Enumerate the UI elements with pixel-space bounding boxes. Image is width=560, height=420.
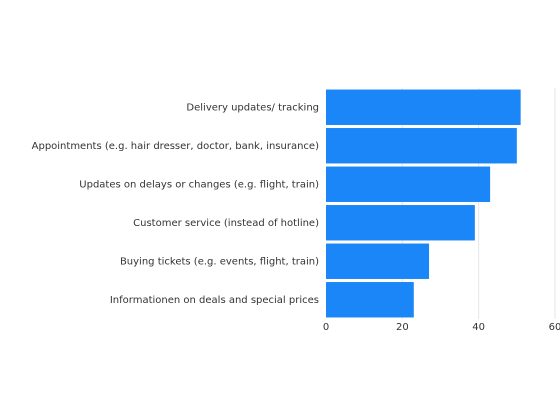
y-tick-label: Updates on delays or changes (e.g. fligh… (79, 179, 319, 190)
bar (326, 166, 491, 202)
bar (326, 282, 414, 318)
y-tick-label: Appointments (e.g. hair dresser, doctor,… (32, 141, 319, 152)
bar (326, 128, 517, 164)
y-tick-label: Delivery updates/ tracking (186, 102, 319, 113)
y-tick-label: Informationen on deals and special price… (110, 295, 319, 306)
x-tick-label: 40 (472, 322, 485, 333)
bar (326, 243, 430, 279)
y-tick-label: Customer service (instead of hotline) (133, 218, 319, 229)
bar (326, 205, 475, 241)
x-tick-label: 60 (549, 322, 560, 333)
bar (326, 89, 521, 125)
x-tick-label: 0 (323, 322, 329, 333)
y-tick-label: Buying tickets (e.g. events, flight, tra… (120, 256, 319, 267)
x-tick-label: 20 (396, 322, 409, 333)
